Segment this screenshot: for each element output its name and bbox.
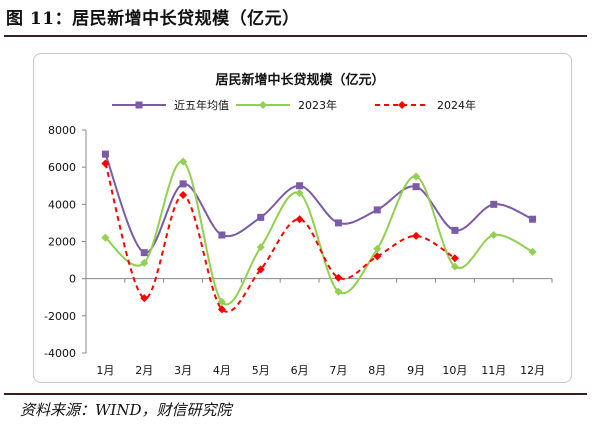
x-tick-label: 2月: [135, 364, 153, 377]
x-tick-label: 8月: [368, 364, 386, 377]
x-tick-label: 7月: [329, 364, 347, 377]
y-tick-label: 2000: [48, 236, 76, 249]
series-2-point: [450, 262, 459, 271]
axes: -4000 -2000 0 2000 4000 6000 8000 1月 2月 3月 4月 5月 6月 7…: [44, 124, 553, 377]
series-2-point: [217, 297, 226, 306]
series-1-point: [412, 183, 420, 191]
source-rule: [4, 393, 587, 395]
series-2-point: [334, 287, 343, 296]
series-3-point: [334, 273, 343, 282]
series-3-point: [140, 294, 149, 303]
series-2-point: [528, 247, 537, 256]
series-2-point: [295, 189, 304, 198]
series-line-2: [104, 160, 534, 306]
title-rule: [4, 35, 587, 37]
series-1-point: [218, 231, 226, 239]
series-2-point: [373, 244, 382, 253]
y-tick-label: 6000: [48, 161, 76, 174]
legend-label-1: 近五年均值: [174, 98, 229, 112]
series-3-point: [450, 254, 459, 263]
x-tick-label: 10月: [442, 364, 467, 377]
series-3-point: [373, 252, 382, 261]
y-tick-label: -4000: [44, 347, 76, 360]
x-tick-label: 6月: [291, 364, 309, 377]
series-2-point: [489, 230, 498, 239]
series-1-point: [451, 226, 459, 234]
series-line-1: [104, 153, 533, 254]
x-tick-label: 1月: [96, 364, 114, 377]
legend-marker-1: [135, 101, 143, 109]
chart-frame: [33, 53, 572, 383]
series-2-point: [101, 233, 110, 242]
x-tick-label: 12月: [520, 364, 545, 377]
series-lines: [104, 153, 534, 313]
series-2-point: [412, 172, 421, 181]
series-3-point: [256, 265, 265, 274]
series-1-point: [257, 213, 265, 221]
legend-marker-3: [398, 101, 406, 109]
series-1-point: [529, 215, 537, 223]
x-tick-label: 11月: [481, 364, 506, 377]
series-1-point: [490, 200, 498, 208]
y-tick-label: 4000: [48, 198, 76, 211]
legend-marker-2: [259, 101, 267, 109]
series-line-3: [104, 163, 456, 313]
series-2-point: [256, 243, 265, 252]
series-1-point: [373, 206, 381, 214]
source-note: 资料来源：WIND，财信研究院: [20, 401, 232, 419]
y-tick-label: 8000: [48, 124, 76, 137]
figure-title: 图 11：居民新增中长贷规模（亿元）: [6, 9, 300, 29]
series-3-point: [412, 231, 421, 240]
series-1-point: [140, 249, 148, 257]
series-1-point: [334, 219, 342, 227]
series-markers: [101, 150, 537, 314]
series-1-point: [179, 180, 187, 188]
series-1-point: [101, 150, 109, 158]
legend-label-3: 2024年: [437, 98, 476, 112]
y-tick-label: -2000: [44, 310, 76, 323]
legend-label-2: 2023年: [298, 98, 337, 112]
legend: 近五年均值 2023年 2024年: [112, 98, 476, 112]
series-2-point: [179, 157, 188, 166]
series-3-point: [217, 305, 226, 314]
y-tick-label: 0: [69, 273, 76, 286]
x-tick-label: 5月: [252, 364, 270, 377]
x-tick-label: 4月: [213, 364, 231, 377]
x-tick-label: 3月: [174, 364, 192, 377]
series-3-point: [179, 191, 188, 200]
series-3-point: [101, 159, 110, 168]
series-1-point: [296, 182, 304, 190]
series-2-point: [140, 258, 149, 267]
x-tick-label: 9月: [407, 364, 425, 377]
series-3-point: [295, 215, 304, 224]
chart-title: 居民新增中长贷规模（亿元）: [215, 72, 384, 88]
